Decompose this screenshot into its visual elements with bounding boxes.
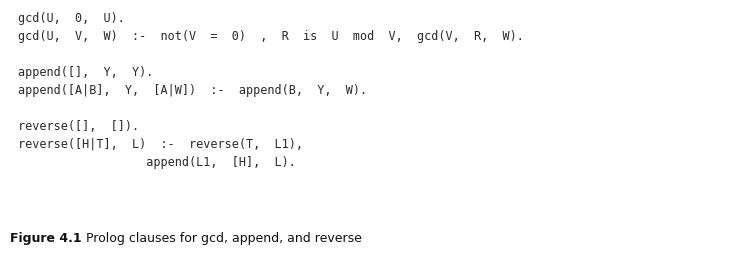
Text: append([A|B],  Y,  [A|W])  :-  append(B,  Y,  W).: append([A|B], Y, [A|W]) :- append(B, Y, … [18, 84, 367, 97]
Text: Prolog clauses for gcd, append, and reverse: Prolog clauses for gcd, append, and reve… [82, 232, 362, 245]
Text: Figure 4.1 Prolog clauses for gcd, append, and reverse: Figure 4.1 Prolog clauses for gcd, appen… [10, 232, 352, 245]
Text: append([],  Y,  Y).: append([], Y, Y). [18, 66, 153, 79]
Text: reverse([],  []).: reverse([], []). [18, 120, 139, 133]
Text: gcd(U,  0,  U).: gcd(U, 0, U). [18, 12, 125, 25]
Text: append(L1,  [H],  L).: append(L1, [H], L). [18, 156, 296, 169]
Text: gcd(U,  V,  W)  :-  not(V  =  0)  ,  R  is  U  mod  V,  gcd(V,  R,  W).: gcd(U, V, W) :- not(V = 0) , R is U mod … [18, 30, 524, 43]
Text: Figure 4.1: Figure 4.1 [10, 232, 82, 245]
Text: reverse([H|T],  L)  :-  reverse(T,  L1),: reverse([H|T], L) :- reverse(T, L1), [18, 138, 303, 151]
